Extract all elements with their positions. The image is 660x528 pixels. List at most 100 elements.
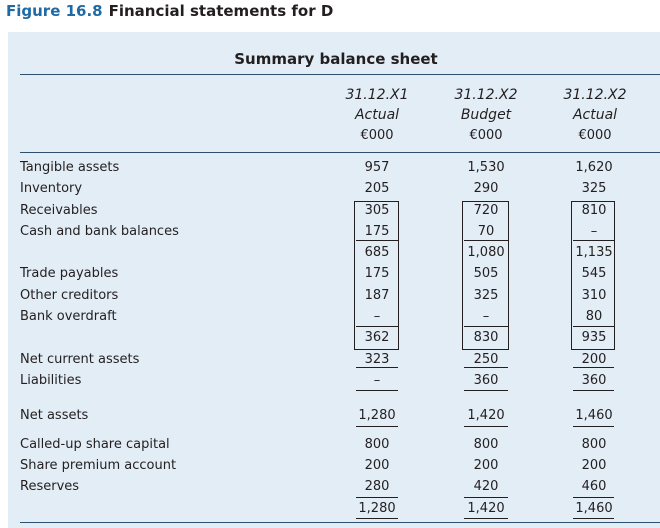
col-2-date: 31.12.X2 bbox=[454, 87, 518, 103]
value-cell: 187 bbox=[364, 288, 390, 303]
col-1-type: Actual bbox=[354, 107, 400, 123]
col-1-total-rule bbox=[356, 390, 398, 391]
col-3-type: Actual bbox=[572, 107, 618, 123]
col-2-total-rule bbox=[464, 518, 508, 519]
col-2-type: Budget bbox=[460, 107, 512, 123]
col-1-subtotal-rule bbox=[356, 240, 398, 241]
value-cell: 323 bbox=[364, 352, 390, 367]
col-2-subtotal-rule bbox=[464, 326, 508, 327]
value-cell: 360 bbox=[473, 373, 499, 388]
value-cell: 205 bbox=[364, 181, 390, 196]
value-cell: 80 bbox=[585, 309, 603, 324]
col-2-unit: €000 bbox=[469, 128, 503, 143]
col-3-date: 31.12.X2 bbox=[563, 87, 627, 103]
col-3-working-capital-box bbox=[571, 201, 615, 350]
value-cell: 305 bbox=[364, 203, 390, 218]
value-cell: 1,420 bbox=[467, 408, 505, 423]
value-cell: 830 bbox=[473, 330, 499, 345]
col-3-total-rule bbox=[573, 426, 614, 427]
value-cell: 1,530 bbox=[467, 160, 505, 175]
col-1-working-capital-box bbox=[354, 201, 399, 350]
value-cell: 1,280 bbox=[358, 501, 396, 516]
row-label: Inventory bbox=[20, 181, 83, 196]
col-1-total-rule bbox=[356, 426, 398, 427]
row-label: Trade payables bbox=[20, 266, 119, 281]
value-cell: – bbox=[373, 309, 381, 324]
col-2-subtotal-rule bbox=[464, 240, 508, 241]
col-2-working-capital-box bbox=[462, 201, 509, 350]
value-cell: 310 bbox=[581, 288, 607, 303]
row-label: Tangible assets bbox=[20, 160, 120, 175]
value-cell: 935 bbox=[581, 330, 607, 345]
col-3-total-rule bbox=[573, 518, 614, 519]
value-cell: 800 bbox=[473, 437, 499, 452]
row-label: Bank overdraft bbox=[20, 309, 117, 324]
value-cell: 280 bbox=[364, 479, 390, 494]
col-3-subtotal-rule bbox=[573, 326, 614, 327]
col-3-total-rule bbox=[573, 367, 614, 368]
col-1-total-rule bbox=[356, 518, 398, 519]
value-cell: 290 bbox=[473, 181, 499, 196]
value-cell: – bbox=[373, 373, 381, 388]
row-label: Liabilities bbox=[20, 373, 82, 388]
value-cell: 200 bbox=[581, 458, 607, 473]
col-2-total-rule bbox=[464, 390, 508, 391]
value-cell: 175 bbox=[364, 224, 390, 239]
row-label: Share premium account bbox=[20, 458, 177, 473]
figure-title: Figure 16.8 Financial statements for D bbox=[6, 1, 333, 21]
row-label: Receivables bbox=[20, 203, 98, 218]
value-cell: 685 bbox=[364, 245, 390, 260]
value-cell: 1,460 bbox=[575, 501, 613, 516]
col-3-total-rule bbox=[573, 497, 614, 498]
row-label: Cash and bank balances bbox=[20, 224, 179, 239]
value-cell: 810 bbox=[581, 203, 607, 218]
value-cell: 800 bbox=[581, 437, 607, 452]
title-rule bbox=[20, 74, 660, 75]
value-cell: 420 bbox=[473, 479, 499, 494]
col-1-unit: €000 bbox=[360, 128, 394, 143]
value-cell: – bbox=[482, 309, 490, 324]
sheet-title: Summary balance sheet bbox=[234, 50, 438, 68]
figure-label: Figure 16.8 bbox=[6, 2, 103, 20]
row-label: Net assets bbox=[20, 408, 89, 423]
value-cell: 720 bbox=[473, 203, 499, 218]
value-cell: 1,135 bbox=[575, 245, 613, 260]
value-cell: 325 bbox=[473, 288, 499, 303]
value-cell: 545 bbox=[581, 266, 607, 281]
value-cell: 460 bbox=[581, 479, 607, 494]
bottom-rule bbox=[20, 522, 660, 523]
col-1-subtotal-rule bbox=[356, 326, 398, 327]
row-label: Other creditors bbox=[20, 288, 119, 303]
value-cell: 200 bbox=[581, 352, 607, 367]
value-cell: 1,080 bbox=[467, 245, 505, 260]
value-cell: 1,420 bbox=[467, 501, 505, 516]
value-cell: 800 bbox=[364, 437, 390, 452]
row-label: Called-up share capital bbox=[20, 437, 170, 452]
col-2-total-rule bbox=[464, 497, 508, 498]
figure-caption: Financial statements for D bbox=[108, 2, 334, 20]
header-rule bbox=[20, 152, 660, 153]
value-cell: 325 bbox=[581, 181, 607, 196]
value-cell: 1,460 bbox=[575, 408, 613, 423]
col-2-total-rule bbox=[464, 426, 508, 427]
value-cell: 957 bbox=[364, 160, 390, 175]
value-cell: 200 bbox=[473, 458, 499, 473]
value-cell: – bbox=[590, 224, 598, 239]
value-cell: 175 bbox=[364, 266, 390, 281]
col-2-total-rule bbox=[464, 367, 508, 368]
row-label: Reserves bbox=[20, 479, 80, 494]
value-cell: 250 bbox=[473, 352, 499, 367]
value-cell: 70 bbox=[477, 224, 495, 239]
value-cell: 1,620 bbox=[575, 160, 613, 175]
value-cell: 360 bbox=[581, 373, 607, 388]
col-3-subtotal-rule bbox=[573, 240, 614, 241]
value-cell: 1,280 bbox=[358, 408, 396, 423]
value-cell: 200 bbox=[364, 458, 390, 473]
col-1-total-rule bbox=[356, 497, 398, 498]
col-3-unit: €000 bbox=[578, 128, 612, 143]
balance-sheet-panel bbox=[8, 32, 660, 528]
col-3-total-rule bbox=[573, 390, 614, 391]
col-1-date: 31.12.X1 bbox=[345, 87, 409, 103]
col-1-total-rule bbox=[356, 367, 398, 368]
value-cell: 362 bbox=[364, 330, 390, 345]
